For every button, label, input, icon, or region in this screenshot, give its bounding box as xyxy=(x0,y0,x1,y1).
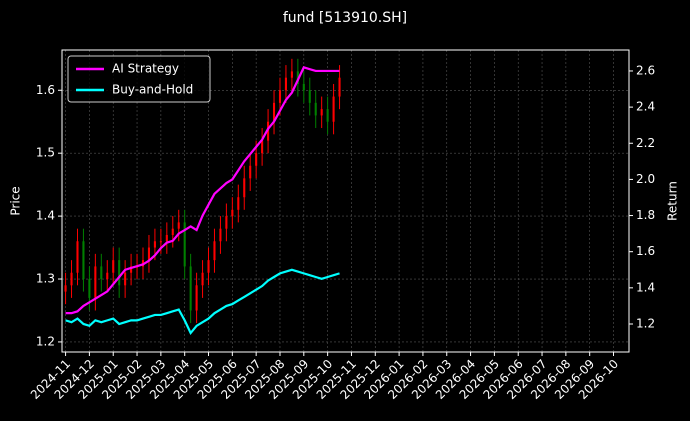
candle-body xyxy=(130,266,133,273)
candle-body xyxy=(76,241,79,273)
y2-axis-label: Return xyxy=(666,181,680,221)
y-tick-label: 1.6 xyxy=(36,83,55,97)
series-line xyxy=(65,268,340,336)
candle-body xyxy=(231,209,234,217)
y-axis-label: Price xyxy=(9,186,23,215)
candle-body xyxy=(171,228,174,235)
candle-body xyxy=(124,272,127,286)
candle-body xyxy=(284,77,287,91)
candle-body xyxy=(177,222,180,229)
candle-body xyxy=(189,266,192,311)
candle-body xyxy=(100,266,103,280)
candle-body xyxy=(112,260,115,273)
y2-tick-label: 2.6 xyxy=(636,63,655,77)
candle-body xyxy=(320,109,323,116)
candle-body xyxy=(201,272,204,286)
candle-body xyxy=(326,109,329,122)
candle-body xyxy=(308,90,311,103)
candle-body xyxy=(290,71,293,78)
candle-body xyxy=(243,178,246,198)
y2-tick-label: 2.4 xyxy=(636,100,655,114)
candle-body xyxy=(195,285,198,311)
y2-tick-label: 1.8 xyxy=(636,208,655,222)
y-tick-label: 1.3 xyxy=(36,272,55,286)
plot-frame xyxy=(61,49,630,353)
candle-body xyxy=(70,272,73,286)
legend-label: AI Strategy xyxy=(112,62,179,76)
candle-body xyxy=(88,279,91,298)
y-tick-label: 1.5 xyxy=(36,146,55,160)
y-tick-label: 1.2 xyxy=(36,334,55,348)
y-tick-label: 1.4 xyxy=(36,209,55,223)
y2-tick-label: 2.2 xyxy=(636,136,655,150)
candle-body xyxy=(255,153,258,166)
y2-tick-label: 1.2 xyxy=(636,316,655,330)
candle-body xyxy=(261,140,264,154)
candle-body xyxy=(272,102,276,122)
candle-body xyxy=(302,83,305,91)
candle-body xyxy=(183,222,186,267)
candle-body xyxy=(267,121,270,141)
y2-tick-label: 1.6 xyxy=(636,244,655,258)
candle-body xyxy=(159,241,162,243)
candle-body xyxy=(332,96,335,122)
candle-body xyxy=(147,247,150,261)
candle-body xyxy=(225,216,228,229)
chart-title: fund [513910.SH] xyxy=(283,10,407,26)
candle-body xyxy=(338,77,341,97)
candle-body xyxy=(106,272,109,280)
candle-body xyxy=(82,241,85,280)
series-line xyxy=(65,66,340,315)
candle-body xyxy=(64,285,67,292)
candle-body xyxy=(219,228,222,242)
candle-body xyxy=(165,234,168,242)
candle-body xyxy=(153,241,156,248)
y2-tick-label: 1.4 xyxy=(636,280,655,294)
candle-body xyxy=(94,266,97,298)
candle-body xyxy=(207,260,210,273)
candle-body xyxy=(213,241,216,261)
candle-body xyxy=(278,90,282,103)
candle-body xyxy=(249,165,252,179)
legend-label: Buy-and-Hold xyxy=(112,83,193,97)
candle-body xyxy=(118,260,121,286)
candle-body xyxy=(237,197,240,210)
candle-body xyxy=(314,102,317,116)
y2-tick-label: 2.0 xyxy=(636,172,655,186)
